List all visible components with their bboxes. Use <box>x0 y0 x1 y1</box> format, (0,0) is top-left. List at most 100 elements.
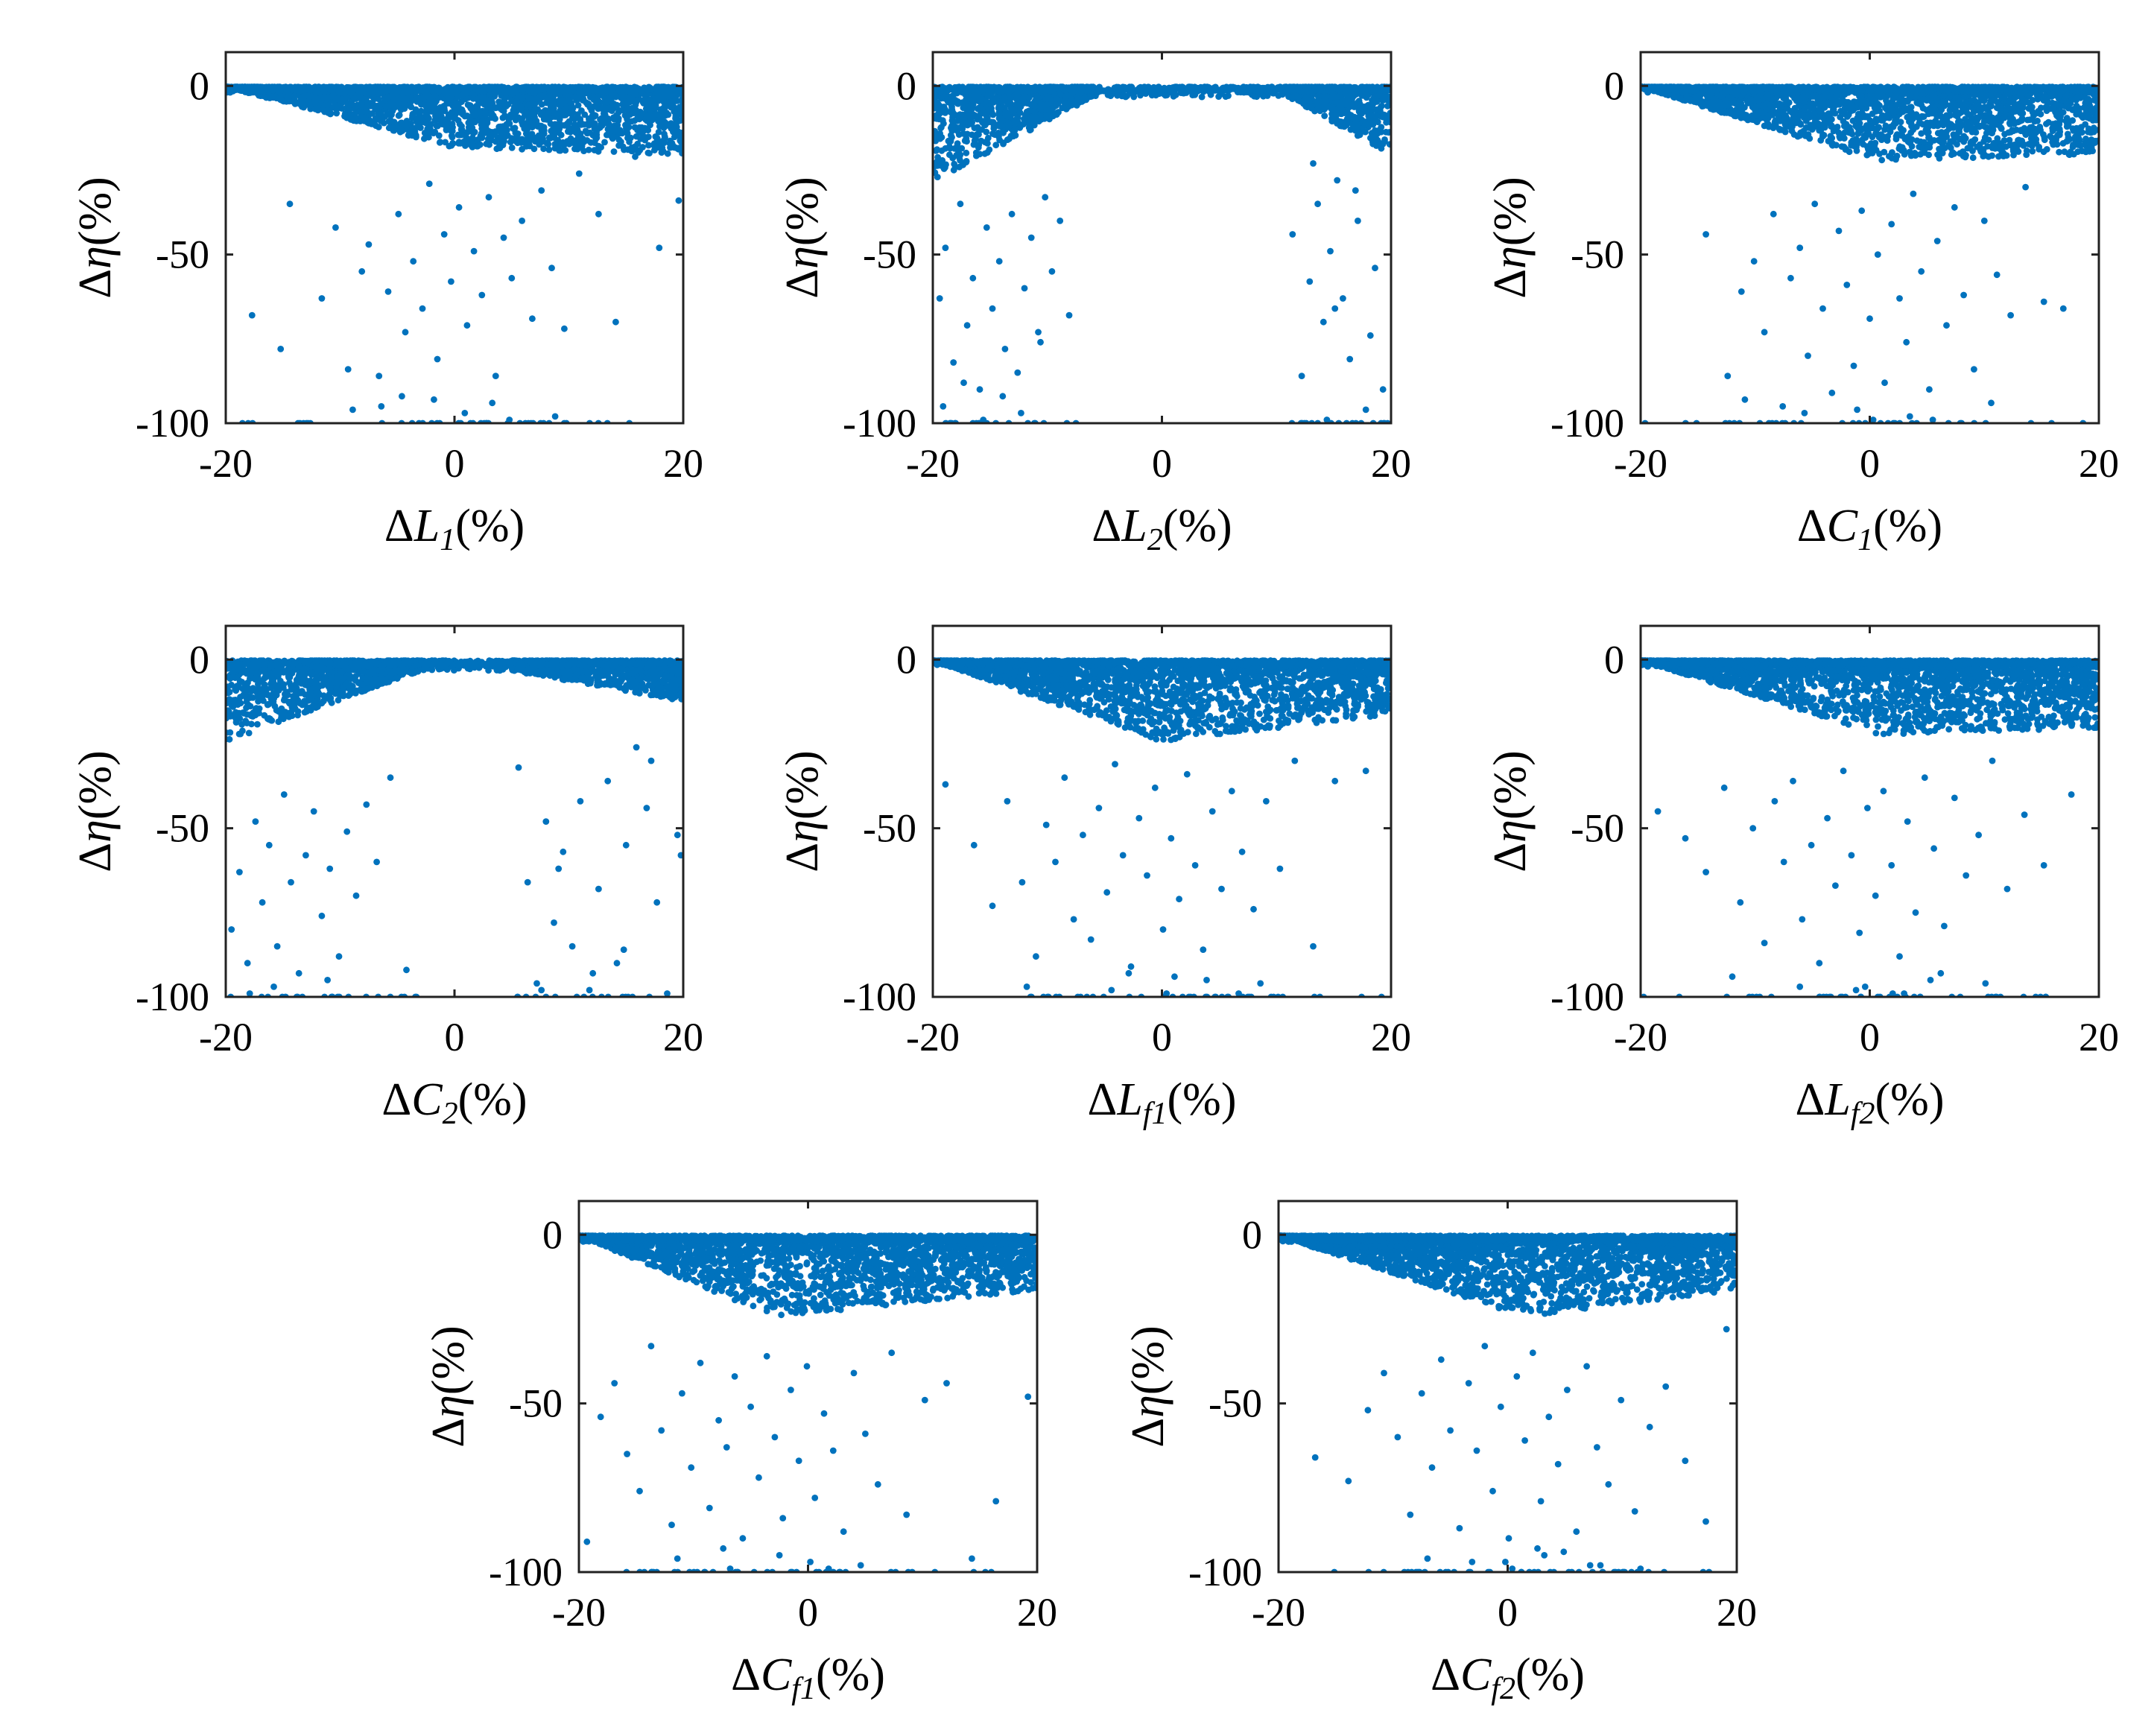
band-point <box>670 128 677 136</box>
scatter-point <box>1008 210 1016 218</box>
band-point <box>459 108 466 115</box>
band-point <box>948 117 956 124</box>
scatter-point <box>1310 160 1317 167</box>
y-tick-label: -100 <box>843 401 916 446</box>
band-point <box>621 146 627 153</box>
band-point <box>637 136 644 142</box>
band-point <box>1356 131 1363 139</box>
scatter-point <box>1331 305 1339 312</box>
scatter-point <box>612 318 619 326</box>
band-point <box>1314 92 1322 100</box>
data-points <box>1641 83 2099 423</box>
band-point <box>425 101 432 109</box>
band-point <box>543 99 550 107</box>
band-point <box>484 129 491 136</box>
band-point <box>582 127 589 135</box>
scatter-point <box>957 200 964 208</box>
band-point <box>612 112 620 119</box>
band-point <box>305 100 313 107</box>
band-point <box>510 107 517 114</box>
band-point <box>1000 129 1007 136</box>
band-point <box>571 137 577 145</box>
band-point <box>267 93 275 100</box>
band-point <box>639 144 646 151</box>
band-point <box>483 111 490 118</box>
band-point <box>657 139 665 145</box>
band-point <box>453 100 460 107</box>
band-point <box>560 98 568 105</box>
band-point <box>569 110 577 117</box>
band-point <box>525 141 533 148</box>
band-point <box>957 156 963 164</box>
band-point <box>311 105 319 113</box>
band-point <box>537 122 545 130</box>
y-axis-label: Δη(%) <box>777 177 828 299</box>
band-point <box>387 110 395 117</box>
scatter-point <box>463 322 471 329</box>
scatter-point <box>950 359 957 366</box>
band-point <box>409 111 416 118</box>
band-point <box>467 117 474 124</box>
band-point <box>665 101 671 108</box>
scatter-point <box>538 187 545 194</box>
band-point <box>385 103 392 110</box>
band-point <box>507 113 514 121</box>
scatter-point <box>1320 318 1327 326</box>
band-point <box>343 105 351 113</box>
band-point <box>944 96 951 104</box>
band-point <box>1305 96 1311 104</box>
band-point <box>1314 105 1322 113</box>
band-point <box>1052 110 1059 117</box>
band-point <box>946 145 954 152</box>
band-point <box>986 146 993 153</box>
band-point <box>623 125 630 132</box>
band-point <box>1378 102 1385 110</box>
band-point <box>1361 121 1369 128</box>
band-point <box>978 126 986 133</box>
band-point <box>481 101 488 108</box>
band-point <box>469 134 476 142</box>
band-point <box>973 131 981 138</box>
scatter-point <box>1014 369 1021 376</box>
band-point <box>953 151 960 159</box>
band-point <box>402 95 410 103</box>
band-point <box>510 125 517 132</box>
band-point <box>395 112 402 119</box>
data-points <box>933 83 1391 423</box>
band-point <box>417 116 425 123</box>
band-point <box>664 150 671 157</box>
band-point <box>975 142 983 148</box>
band-point <box>574 101 582 109</box>
band-point <box>498 138 506 145</box>
scatter-point <box>1334 177 1341 184</box>
scatter-point <box>492 373 499 379</box>
band-point <box>619 101 626 108</box>
band-point <box>940 165 948 172</box>
band-point <box>604 98 611 106</box>
band-point <box>284 93 291 101</box>
scatter-point <box>1021 285 1028 292</box>
band-point <box>424 125 431 133</box>
x-tick-label: 0 <box>445 441 465 486</box>
band-point <box>542 94 550 101</box>
band-point <box>646 150 653 157</box>
scatter-point <box>399 393 405 400</box>
band-point <box>449 83 456 91</box>
band-point <box>421 94 428 101</box>
x-tick-label: -20 <box>906 441 960 486</box>
band-point <box>554 136 562 144</box>
band-point <box>963 158 970 165</box>
band-point <box>1016 109 1024 116</box>
band-point <box>651 101 659 109</box>
band-point <box>1033 92 1040 100</box>
band-point <box>1198 93 1206 101</box>
band-point <box>491 131 498 139</box>
x-tick-label: 20 <box>663 441 703 486</box>
band-point <box>1354 121 1360 128</box>
band-point <box>643 113 650 120</box>
band-point <box>550 105 557 113</box>
band-point <box>488 114 495 121</box>
band-point <box>483 140 490 148</box>
scatter-point <box>506 416 513 423</box>
band-point <box>532 105 539 113</box>
